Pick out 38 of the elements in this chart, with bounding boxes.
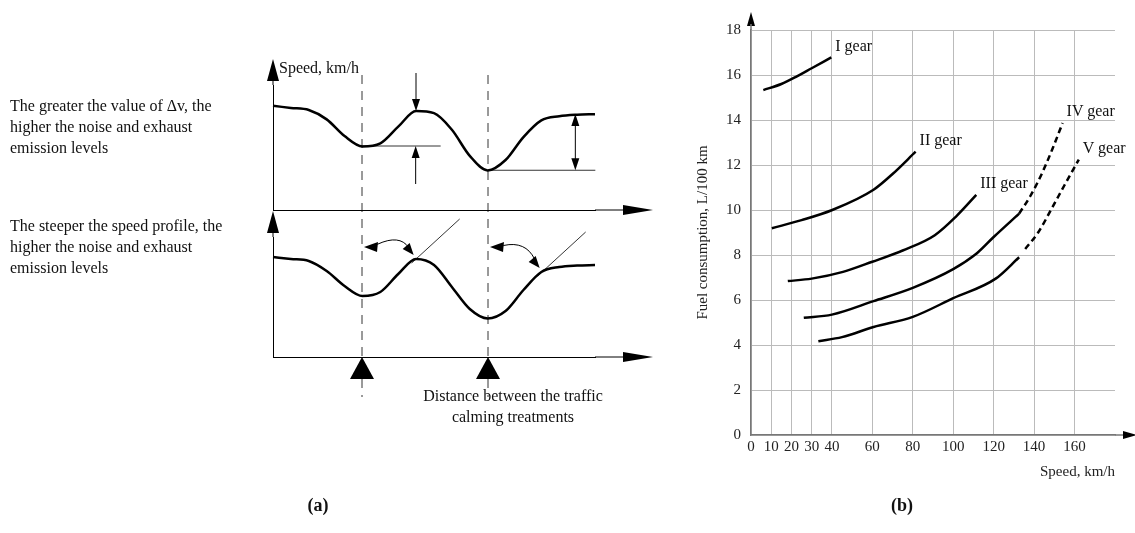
series-label: II gear (919, 130, 963, 149)
series-label: V gear (1082, 138, 1127, 157)
y-tick-label: 4 (733, 335, 742, 352)
line-series (762, 56, 833, 92)
y-axis-title: Speed, km/h (279, 58, 359, 78)
x-tick-label: 120 (982, 437, 1005, 454)
x-tick-label: 160 (1063, 437, 1086, 454)
text: (b) (890, 495, 914, 516)
x-tick-label: 140 (1022, 437, 1046, 454)
x-tick-label: 40 (824, 437, 840, 454)
series-label: I gear (835, 36, 873, 55)
y-tick-label: 2 (733, 380, 741, 397)
y-tick-label: 18 (726, 20, 741, 37)
x-axis-title: Speed, km/h (1040, 462, 1116, 479)
text: (a) (306, 495, 330, 516)
y-tick-label: 6 (733, 290, 742, 307)
text: The steeper the speed profile, the higher the noise and exhaust emission levels (10, 216, 224, 278)
y-axis-title: Fuel consumption, L/100 km (693, 145, 710, 320)
y-tick-label: 0 (733, 425, 741, 442)
x-tick-label: 10 (763, 437, 779, 454)
y-tick-label: 16 (726, 65, 742, 82)
x-tick-label: 60 (864, 437, 880, 454)
line-series (770, 150, 917, 230)
x-tick-label: 30 (804, 437, 820, 454)
series-label: IV gear (1066, 102, 1116, 121)
x-tick-label: 0 (747, 437, 755, 454)
x-tick-label: 100 (941, 437, 965, 454)
y-tick-label: 12 (726, 155, 741, 172)
text: The greater the value of Δv, the higher the noise and exhaust emission levels (10, 96, 213, 158)
y-tick-label: 8 (733, 245, 741, 262)
y-tick-label: 14 (726, 110, 742, 127)
x-axis-title: Distance between the traffic calming treatments (422, 386, 604, 427)
y-tick-label: 10 (726, 200, 741, 217)
x-tick-label: 20 (783, 437, 799, 454)
line-series (817, 256, 1021, 343)
line-series (786, 193, 978, 283)
x-tick-label: 80 (905, 437, 921, 454)
series-label: III gear (980, 174, 1029, 193)
